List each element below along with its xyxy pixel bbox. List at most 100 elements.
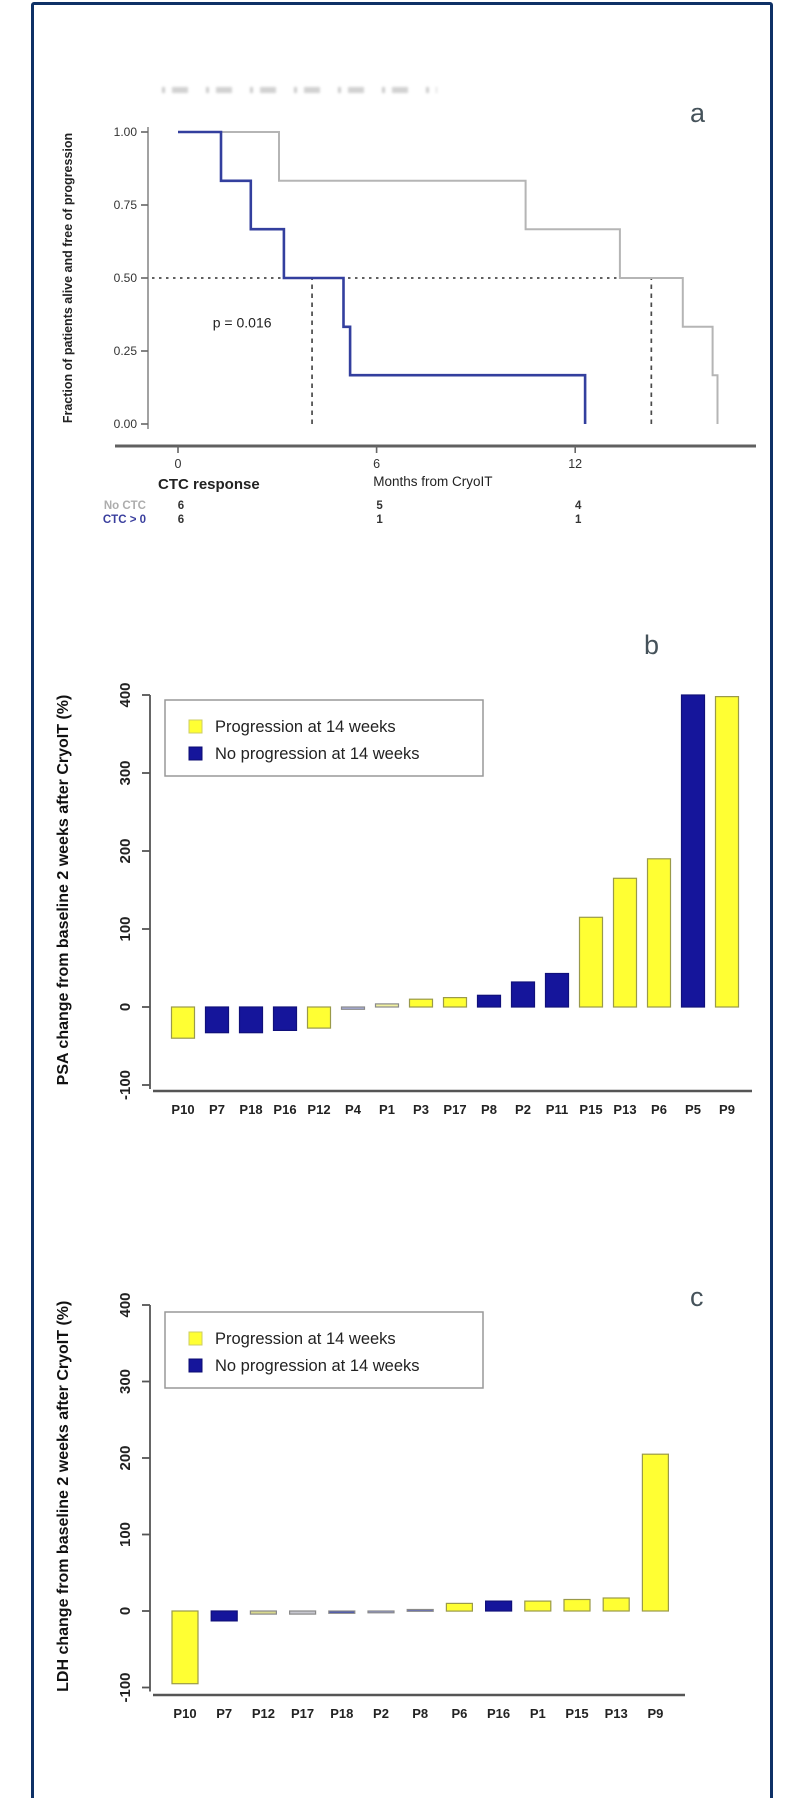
c-bar-label: P1: [530, 1706, 546, 1721]
c-legend-swatch-no_progression: [188, 1358, 203, 1373]
b-bar-label: P9: [719, 1102, 735, 1117]
b-bar-P17: [442, 997, 468, 1008]
b-legend-box: [164, 699, 484, 777]
c-ytick-label: 400: [117, 1292, 134, 1317]
c-bar-P8: [406, 1608, 434, 1612]
c-bar-label: P18: [330, 1706, 353, 1721]
c-bar-P12: [249, 1610, 277, 1615]
b-bar-label: P10: [171, 1102, 194, 1117]
b-legend-swatch-progression: [188, 719, 203, 734]
c-ytick-label: 100: [117, 1522, 134, 1547]
a-risk-count: 1: [575, 514, 582, 526]
c-legend-label: No progression at 14 weeks: [215, 1357, 420, 1375]
b-ytick-label: 200: [117, 838, 134, 863]
blurred-title-remnant: [162, 87, 437, 93]
c-legend-label: Progression at 14 weeks: [215, 1330, 396, 1348]
a-x-axis-title: Months from CryoIT: [373, 474, 492, 489]
b-legend-label: Progression at 14 weeks: [215, 718, 396, 736]
b-bar-label: P16: [273, 1102, 296, 1117]
a-xtick-label: 0: [175, 457, 182, 471]
c-bar-P2: [367, 1610, 395, 1614]
b-y-axis-title: PSA change from baseline 2 weeks after C…: [55, 695, 72, 1086]
b-bar-P16: [272, 1006, 298, 1031]
a-xtick-label: 6: [373, 457, 380, 471]
b-bar-label: P4: [345, 1102, 362, 1117]
c-bar-P13: [602, 1597, 630, 1612]
panel-letter-b: b: [644, 630, 660, 660]
c-ytick-label: 300: [117, 1369, 134, 1394]
a-ytick-label: 0.75: [114, 198, 138, 212]
c-ytick-label: -100: [117, 1672, 134, 1702]
c-bar-label: P13: [605, 1706, 628, 1721]
b-ytick-label: 300: [117, 760, 134, 785]
a-ytick-label: 1.00: [114, 125, 138, 139]
b-bar-P13: [612, 877, 638, 1008]
c-bar-label: P9: [647, 1706, 663, 1721]
panel-letter-c: c: [690, 1282, 704, 1312]
b-bar-P18: [238, 1006, 264, 1034]
a-ytick-label: 0.50: [114, 271, 138, 285]
b-bar-P1: [374, 1003, 400, 1008]
c-bar-P10: [171, 1610, 199, 1685]
a-risk-row-label: No CTC: [104, 500, 146, 512]
b-bar-P15: [578, 916, 604, 1008]
c-bar-P16: [485, 1600, 513, 1612]
a-km-curve-ctc-positive: [178, 130, 587, 424]
b-bar-P12: [306, 1006, 332, 1029]
b-bar-P9: [714, 696, 740, 1008]
c-bar-P18: [328, 1610, 356, 1614]
c-bar-label: P12: [252, 1706, 275, 1721]
b-bar-P6: [646, 858, 672, 1008]
b-bar-P4: [340, 1006, 366, 1010]
b-bar-P7: [204, 1006, 230, 1034]
b-bar-label: P8: [481, 1102, 497, 1117]
a-ytick-label: 0.25: [114, 344, 138, 358]
b-ytick-label: 400: [117, 682, 134, 707]
b-bar-label: P12: [307, 1102, 330, 1117]
a-risk-row-label: CTC > 0: [103, 514, 146, 526]
a-risk-count: 1: [376, 514, 383, 526]
c-bar-label: P7: [216, 1706, 232, 1721]
b-bar-label: P2: [515, 1102, 531, 1117]
b-bar-label: P6: [651, 1102, 667, 1117]
panel-letter-a: a: [690, 98, 706, 128]
km-survival-plot: 0.00 0.25 0.50 0.75 1.00 0 6 12 Months from Cryo…: [61, 125, 756, 526]
b-ytick-label: 100: [117, 916, 134, 941]
c-bar-P15: [563, 1598, 591, 1612]
c-bar-P6: [445, 1602, 473, 1612]
c-bar-label: P8: [412, 1706, 428, 1721]
b-bar-label: P7: [209, 1102, 225, 1117]
a-risk-count: 4: [575, 500, 582, 512]
c-bar-P7: [210, 1610, 238, 1622]
b-bar-label: P17: [443, 1102, 466, 1117]
c-bar-label: P6: [451, 1706, 467, 1721]
c-legend-box: [164, 1311, 484, 1389]
b-bar-label: P13: [613, 1102, 636, 1117]
a-ytick-label: 0.00: [114, 417, 138, 431]
c-ytick-label: 200: [117, 1445, 134, 1470]
b-bar-label: P1: [379, 1102, 395, 1117]
c-bar-P9: [641, 1453, 670, 1612]
c-bar-label: P15: [565, 1706, 588, 1721]
c-bar-label: P16: [487, 1706, 510, 1721]
ldh-waterfall-plot: -100 0 100 200 300 400 LDH change from baselin…: [55, 1292, 685, 1721]
b-bar-label: P15: [579, 1102, 602, 1117]
c-legend-swatch-progression: [188, 1331, 203, 1346]
figure-border-frame: [31, 2, 773, 1798]
b-ytick-label: -100: [117, 1070, 134, 1100]
a-y-axis-title: Fraction of patients alive and free of p…: [61, 133, 75, 423]
b-bar-P11: [544, 972, 570, 1008]
b-bar-label: P3: [413, 1102, 429, 1117]
b-bar-label: P5: [685, 1102, 701, 1117]
b-bar-P2: [510, 981, 536, 1008]
psa-waterfall-plot: -100 0 100 200 300 400 PSA change from baselin…: [55, 682, 752, 1117]
b-legend-label: No progression at 14 weeks: [215, 745, 420, 763]
c-y-axis-title: LDH change from baseline 2 weeks after C…: [55, 1301, 72, 1692]
a-risk-count: 5: [376, 500, 383, 512]
c-ytick-label: 0: [117, 1607, 134, 1615]
b-bar-label: P18: [239, 1102, 262, 1117]
c-bar-P17: [289, 1610, 317, 1615]
b-ytick-label: 0: [117, 1003, 134, 1011]
b-bar-label: P11: [546, 1102, 568, 1117]
